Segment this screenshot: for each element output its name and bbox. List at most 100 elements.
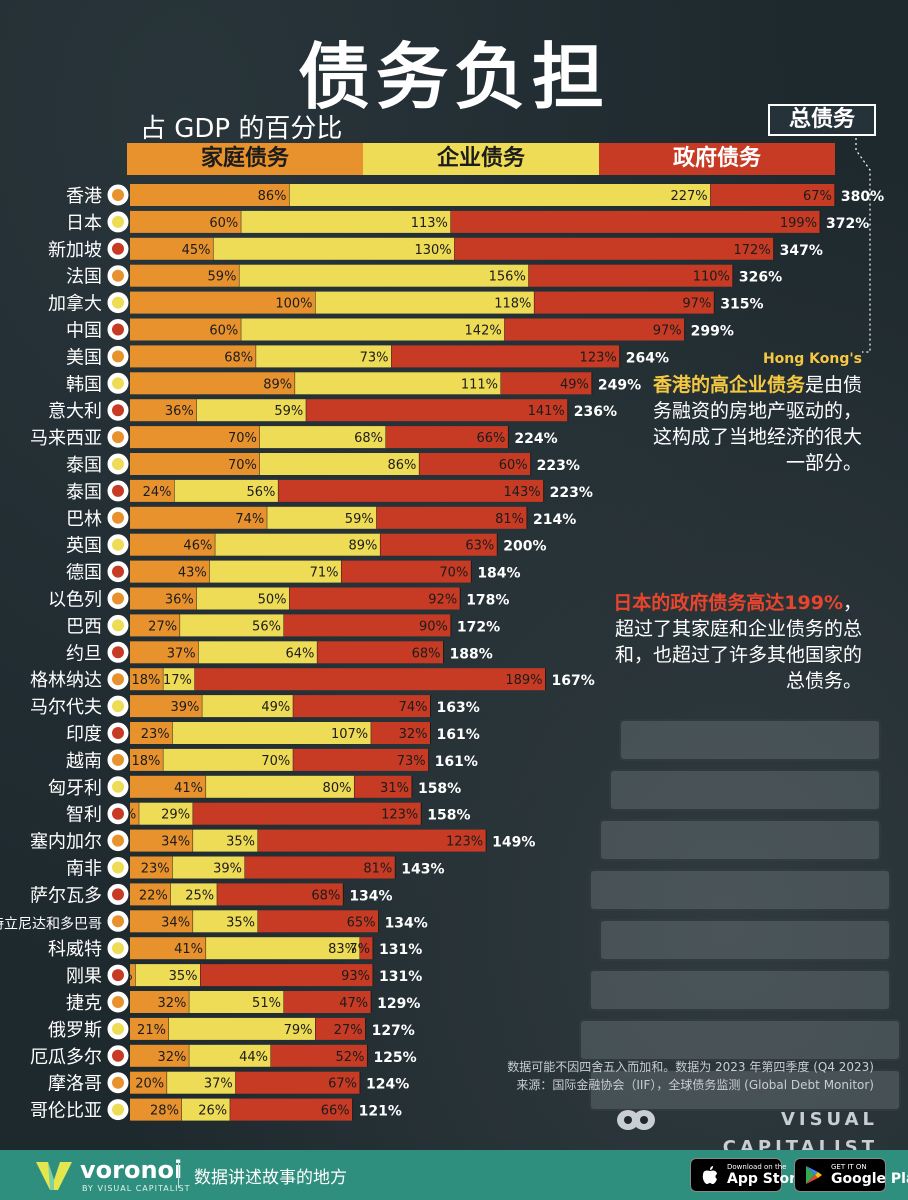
- bar-corporate-28: [206, 937, 361, 960]
- country-label-11: 泰国: [66, 482, 102, 503]
- bar-government-1: [450, 210, 821, 233]
- value-label-household-0: 86%: [258, 189, 287, 204]
- value-label-corporate-23: 29%: [161, 808, 190, 823]
- bar-household-20: [130, 722, 173, 744]
- total-label-10: 223%: [537, 458, 580, 474]
- value-label-corporate-4: 118%: [494, 297, 531, 312]
- bar-household-8: [130, 399, 197, 422]
- bar-government-11: [278, 479, 544, 502]
- value-label-government-33: 67%: [328, 1077, 357, 1092]
- country-label-29: 刚果: [66, 966, 102, 987]
- total-label-0: 380%: [841, 189, 884, 205]
- bar-government-12: [376, 506, 527, 529]
- value-label-corporate-13: 89%: [349, 539, 378, 554]
- value-label-corporate-31: 79%: [284, 1023, 313, 1038]
- value-label-household-25: 23%: [141, 862, 170, 877]
- value-label-household-15: 36%: [165, 593, 194, 608]
- value-label-corporate-7: 111%: [461, 377, 498, 392]
- value-label-corporate-19: 49%: [261, 700, 290, 715]
- total-label-22: 158%: [418, 781, 461, 797]
- bar-household-29: [130, 964, 136, 987]
- bar-corporate-5: [241, 318, 505, 341]
- country-label-14: 德国: [66, 563, 102, 584]
- flag-icon-inner-11: [112, 484, 124, 497]
- value-label-government-30: 47%: [339, 996, 368, 1011]
- flag-icon-inner-17: [112, 646, 124, 659]
- apple-icon: [702, 1166, 717, 1184]
- total-label-5: 299%: [691, 324, 734, 340]
- value-label-corporate-22: 80%: [323, 781, 352, 796]
- value-label-corporate-0: 227%: [670, 189, 707, 204]
- total-label-11: 223%: [550, 485, 593, 501]
- bar-household-6: [130, 345, 257, 368]
- gplay-big: Google Play: [831, 1171, 908, 1187]
- bar-government-6: [391, 345, 620, 368]
- bar-corporate-13: [215, 533, 381, 556]
- country-label-22: 匈牙利: [48, 778, 102, 799]
- bar-corporate-26: [170, 883, 218, 906]
- value-label-household-4: 100%: [275, 297, 312, 312]
- value-label-household-28: 41%: [174, 942, 203, 957]
- country-label-26: 萨尔瓦多: [30, 885, 102, 906]
- google-play-button[interactable]: GET IT ON Google Play: [794, 1158, 908, 1192]
- bar-corporate-20: [172, 722, 372, 744]
- bar-government-8: [306, 399, 568, 422]
- bar-government-10: [419, 453, 531, 475]
- bar-government-9: [385, 426, 509, 449]
- value-label-household-3: 59%: [208, 270, 237, 285]
- flag-icon-inner-29: [112, 969, 124, 982]
- flag-icon-inner-8: [112, 404, 124, 417]
- flag-icon-inner-33: [112, 1076, 124, 1089]
- app-store-button[interactable]: Download on the App Store: [690, 1158, 806, 1192]
- total-label-27: 134%: [385, 915, 428, 931]
- bar-corporate-30: [189, 991, 284, 1013]
- flag-icon-inner-14: [112, 565, 124, 578]
- bar-corporate-15: [196, 587, 290, 610]
- total-label-30: 129%: [377, 996, 420, 1012]
- footer-divider: [178, 1162, 179, 1188]
- bar-household-26: [130, 883, 171, 906]
- country-label-12: 巴林: [66, 509, 102, 530]
- bar-corporate-17: [198, 641, 318, 664]
- bar-government-30: [283, 991, 372, 1013]
- flag-icon-inner-30: [112, 996, 124, 1008]
- bar-household-34: [130, 1098, 182, 1121]
- total-label-19: 163%: [437, 700, 480, 716]
- total-label-26: 134%: [349, 888, 392, 904]
- flag-icon-inner-3: [112, 269, 124, 282]
- bar-government-17: [317, 641, 444, 664]
- value-label-corporate-33: 37%: [204, 1077, 233, 1092]
- country-label-6: 美国: [66, 347, 102, 368]
- value-label-corporate-28: 83%: [328, 942, 357, 957]
- bar-government-13: [380, 533, 498, 556]
- value-label-corporate-2: 130%: [414, 243, 451, 258]
- value-label-corporate-20: 107%: [331, 727, 368, 742]
- flag-icon-inner-22: [112, 780, 124, 793]
- value-label-government-24: 123%: [446, 835, 483, 850]
- bar-government-34: [230, 1098, 353, 1121]
- flag-icon-inner-24: [112, 834, 124, 847]
- value-label-corporate-25: 39%: [213, 862, 242, 877]
- total-label-13: 200%: [503, 539, 546, 555]
- flag-icon-inner-32: [112, 1049, 124, 1062]
- country-label-3: 法国: [66, 267, 102, 288]
- country-label-10: 泰国: [66, 455, 102, 476]
- value-label-government-31: 27%: [334, 1023, 363, 1038]
- bar-government-15: [289, 587, 461, 610]
- value-label-household-14: 43%: [178, 566, 207, 581]
- country-label-28: 科威特: [48, 939, 102, 960]
- value-label-government-16: 90%: [419, 619, 448, 634]
- value-label-household-22: 41%: [174, 781, 203, 796]
- bar-corporate-7: [295, 372, 501, 395]
- bar-household-13: [130, 533, 216, 556]
- brand-sub: BY VISUAL CAPITALIST: [82, 1184, 191, 1193]
- bar-household-28: [130, 937, 207, 960]
- value-label-corporate-8: 59%: [274, 404, 303, 419]
- total-label-32: 125%: [373, 1050, 416, 1066]
- value-label-corporate-15: 50%: [258, 593, 287, 608]
- value-label-corporate-9: 68%: [354, 431, 383, 446]
- value-label-household-32: 32%: [157, 1050, 186, 1065]
- bar-corporate-31: [168, 1017, 316, 1040]
- bar-household-1: [130, 210, 242, 233]
- bar-government-23: [193, 802, 422, 825]
